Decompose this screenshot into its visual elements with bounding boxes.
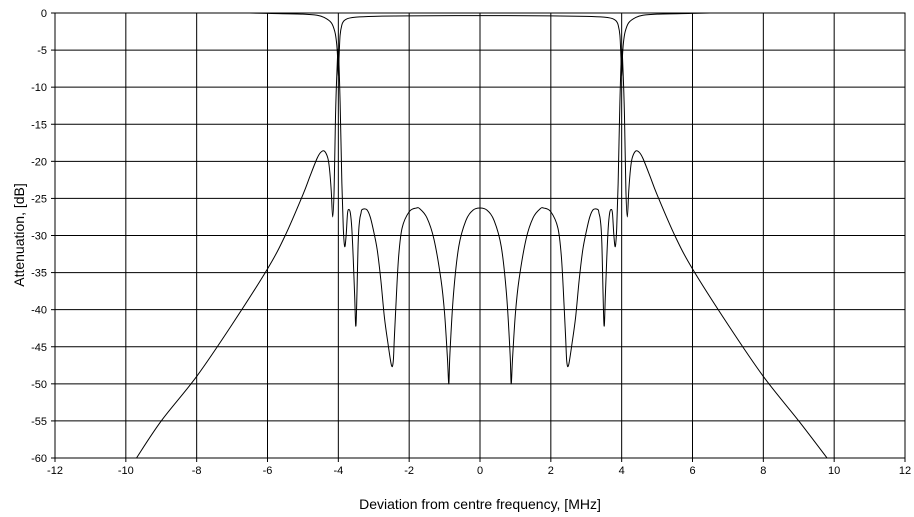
x-axis-label: Deviation from centre frequency, [MHz] <box>359 496 601 512</box>
x-tick-label: -10 <box>118 465 134 477</box>
y-tick-label: -15 <box>31 119 47 131</box>
x-tick-label: -12 <box>47 465 63 477</box>
y-tick-label: -20 <box>31 156 47 168</box>
y-tick-label: 0 <box>41 8 47 20</box>
tick-labels: -12 -10 -8 -6 -4 -2 0 2 4 6 8 10 120-5-10-15-20-25-3… <box>31 8 911 477</box>
y-tick-label: -35 <box>31 268 47 280</box>
x-tick-label: 12 <box>899 465 911 477</box>
series-line-1 <box>136 48 828 459</box>
y-tick-label: -50 <box>31 379 47 391</box>
x-tick-label: -8 <box>192 465 202 477</box>
x-tick-label: -2 <box>404 465 414 477</box>
y-tick-label: -60 <box>31 453 47 465</box>
x-tick-label: 6 <box>689 465 695 477</box>
y-tick-label: -55 <box>31 416 47 428</box>
x-tick-label: -6 <box>263 465 273 477</box>
y-tick-label: -45 <box>31 342 47 354</box>
x-tick-label: 10 <box>828 465 840 477</box>
y-tick-label: -30 <box>31 231 47 243</box>
x-tick-label: 8 <box>760 465 766 477</box>
x-tick-label: -4 <box>333 465 343 477</box>
series-line-2 <box>249 12 711 77</box>
y-tick-label: -10 <box>31 82 47 94</box>
y-tick-label: -40 <box>31 305 47 317</box>
y-tick-label: -5 <box>37 45 47 57</box>
plot-frame <box>54 12 906 459</box>
series-group <box>136 12 828 459</box>
y-tick-label: -25 <box>31 193 47 205</box>
x-tick-label: 4 <box>619 465 625 477</box>
x-tick-label: 2 <box>548 465 554 477</box>
grid <box>51 12 906 462</box>
x-tick-label: 0 <box>477 465 483 477</box>
y-axis-label: Attenuation, [dB] <box>11 183 27 287</box>
